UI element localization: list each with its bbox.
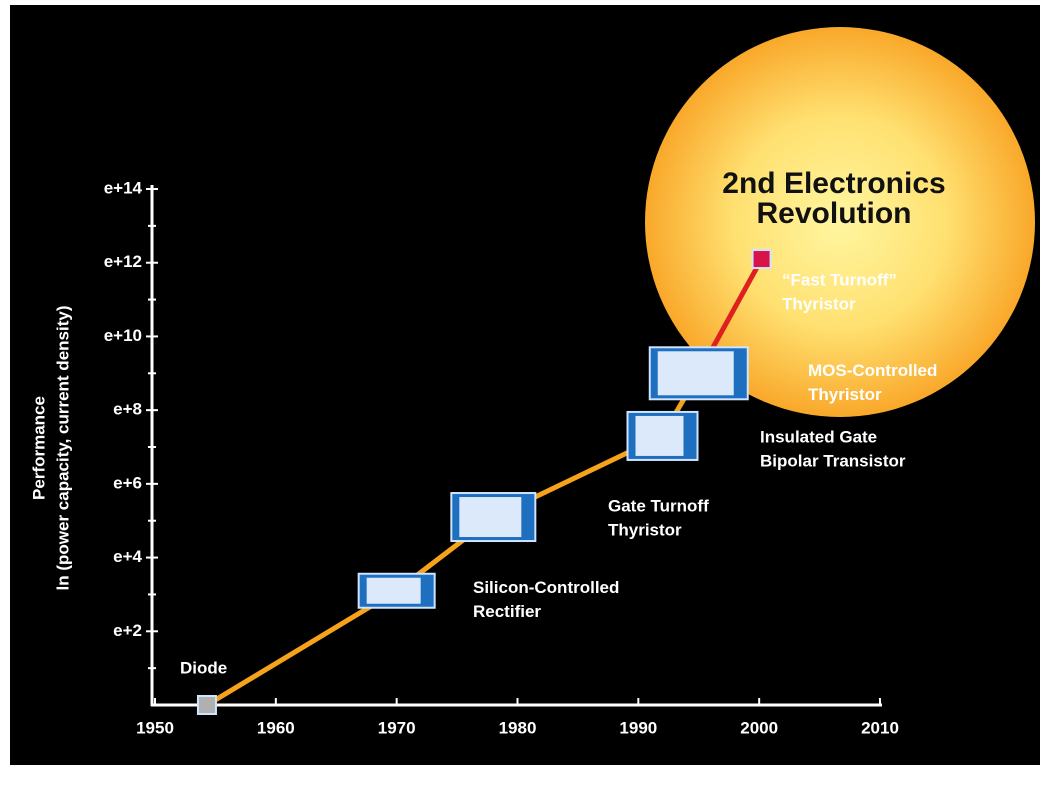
x-tick-label: 1960 (257, 718, 295, 737)
device-label: Thyristor (608, 521, 682, 540)
title-line: Revolution (757, 197, 912, 230)
y-tick-label: e+2 (113, 621, 142, 640)
y-axis-label: Performance (29, 396, 48, 500)
device-label: Diode (180, 658, 227, 677)
device-body (657, 351, 734, 396)
y-tick-label: e+8 (113, 400, 142, 419)
x-tick-label: 2000 (740, 718, 778, 737)
device-label: “Fast Turnoff” (782, 271, 897, 290)
x-tick-label: 2010 (861, 718, 899, 737)
device-label: Gate Turnoff (608, 497, 709, 516)
y-tick-label: e+14 (104, 178, 143, 197)
device-body (459, 497, 522, 538)
revolution-sun (645, 27, 1035, 417)
device-label: Silicon-Controlled (473, 578, 619, 597)
device-label: Rectifier (473, 602, 541, 621)
device-body (635, 415, 684, 456)
x-tick-label: 1970 (378, 718, 416, 737)
x-tick-label: 1980 (499, 718, 537, 737)
y-axis-label: ln (power capacity, current density) (53, 306, 72, 591)
device-label: Thyristor (782, 295, 856, 314)
device-label: Thyristor (808, 385, 882, 404)
x-tick-label: 1950 (136, 718, 174, 737)
device-label: Insulated Gate (760, 427, 877, 446)
device-marker (196, 695, 217, 715)
device-label: Bipolar Transistor (760, 451, 906, 470)
y-tick-label: e+10 (104, 326, 142, 345)
device-marker (751, 249, 772, 270)
x-tick-label: 1990 (619, 718, 657, 737)
title-line: 2nd Electronics (722, 167, 945, 200)
device-label: MOS-Controlled (808, 361, 937, 380)
y-tick-label: e+6 (113, 473, 142, 492)
device-body (366, 577, 421, 604)
y-tick-label: e+12 (104, 252, 142, 271)
y-tick-label: e+4 (113, 547, 142, 566)
